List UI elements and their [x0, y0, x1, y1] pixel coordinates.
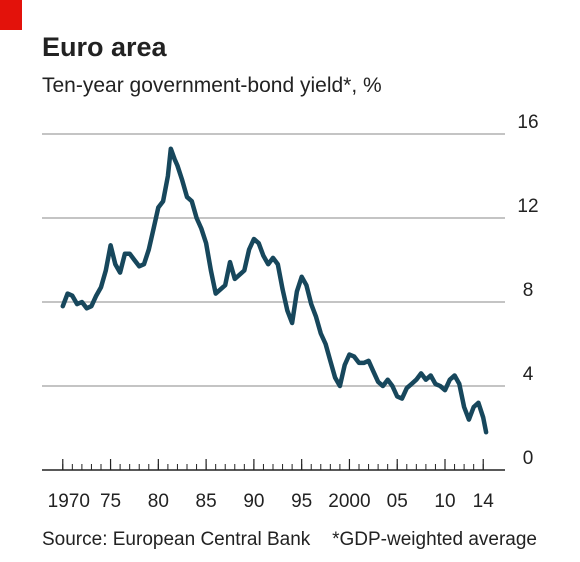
red-tag	[0, 0, 22, 30]
y-tick-label: 0	[523, 448, 534, 469]
y-tick-label: 12	[517, 196, 538, 217]
data-line	[60, 146, 489, 435]
x-tick-label: 75	[100, 491, 121, 512]
source: Source: European Central Bank	[42, 529, 311, 550]
y-tick-label: 8	[523, 280, 534, 301]
x-tick-label: 05	[387, 491, 408, 512]
x-tick-label: 80	[148, 491, 169, 512]
chart-title: Euro area	[42, 32, 168, 62]
x-tick-label: 1970	[48, 491, 90, 512]
footnote: *GDP-weighted average	[332, 529, 537, 550]
x-tick-label: 2000	[328, 491, 370, 512]
x-tick-label: 10	[434, 491, 455, 512]
x-tick-label: 14	[473, 491, 495, 512]
x-tick-label: 90	[243, 491, 264, 512]
chart-subtitle: Ten-year government-bond yield*, %	[42, 74, 382, 97]
y-tick-label: 16	[517, 112, 538, 133]
x-tick-label: 85	[196, 491, 217, 512]
y-tick-label: 4	[523, 364, 534, 385]
x-tick-label: 95	[291, 491, 312, 512]
